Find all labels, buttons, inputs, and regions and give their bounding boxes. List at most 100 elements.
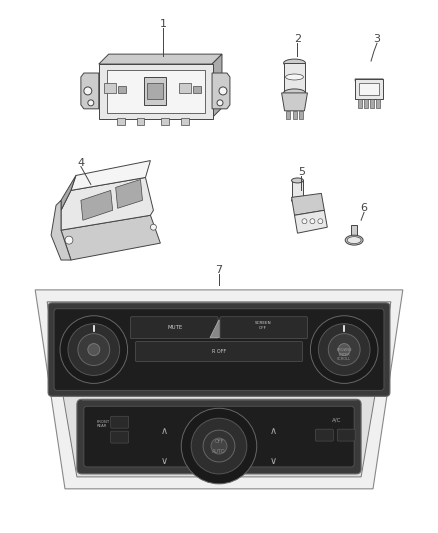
Circle shape — [211, 438, 227, 454]
FancyBboxPatch shape — [370, 99, 374, 108]
Polygon shape — [292, 193, 324, 215]
Circle shape — [60, 316, 127, 383]
Text: R OFF: R OFF — [212, 349, 226, 354]
FancyBboxPatch shape — [337, 429, 355, 441]
Polygon shape — [294, 211, 327, 233]
Circle shape — [302, 219, 307, 224]
Circle shape — [310, 219, 315, 224]
Text: OFF: OFF — [214, 439, 224, 443]
Text: ∨: ∨ — [270, 456, 277, 466]
Circle shape — [78, 334, 110, 366]
Polygon shape — [47, 302, 391, 477]
Polygon shape — [81, 73, 99, 109]
FancyBboxPatch shape — [111, 416, 129, 428]
Text: 2: 2 — [294, 34, 301, 44]
Polygon shape — [212, 73, 230, 109]
Circle shape — [191, 418, 247, 474]
FancyBboxPatch shape — [359, 83, 379, 95]
Text: 7: 7 — [215, 265, 223, 275]
FancyBboxPatch shape — [300, 111, 304, 119]
Circle shape — [181, 408, 257, 484]
FancyBboxPatch shape — [117, 118, 124, 125]
Text: AUTO: AUTO — [212, 449, 226, 454]
Circle shape — [65, 236, 73, 244]
Text: MUTE: MUTE — [168, 325, 183, 330]
FancyBboxPatch shape — [99, 64, 213, 119]
Circle shape — [88, 100, 94, 106]
FancyBboxPatch shape — [179, 83, 191, 93]
Polygon shape — [51, 200, 71, 260]
FancyBboxPatch shape — [376, 99, 380, 108]
Text: 4: 4 — [78, 158, 85, 167]
Polygon shape — [292, 181, 304, 200]
Ellipse shape — [345, 235, 363, 245]
FancyBboxPatch shape — [118, 86, 126, 93]
Text: SCREEN
OFF: SCREEN OFF — [254, 321, 271, 330]
Circle shape — [203, 430, 235, 462]
Circle shape — [150, 224, 156, 230]
Polygon shape — [81, 190, 113, 220]
FancyBboxPatch shape — [364, 99, 368, 108]
Polygon shape — [61, 175, 76, 211]
Polygon shape — [282, 93, 307, 111]
FancyBboxPatch shape — [181, 118, 189, 125]
Polygon shape — [116, 180, 142, 208]
FancyBboxPatch shape — [355, 79, 383, 99]
FancyBboxPatch shape — [137, 118, 145, 125]
FancyBboxPatch shape — [220, 317, 307, 338]
Circle shape — [328, 334, 360, 366]
Ellipse shape — [292, 198, 304, 203]
Text: ∧: ∧ — [270, 426, 277, 436]
FancyBboxPatch shape — [145, 77, 166, 105]
FancyBboxPatch shape — [315, 429, 333, 441]
Circle shape — [338, 344, 350, 356]
Ellipse shape — [347, 237, 361, 244]
FancyBboxPatch shape — [131, 317, 218, 338]
Circle shape — [88, 344, 100, 356]
FancyBboxPatch shape — [54, 309, 384, 390]
FancyBboxPatch shape — [77, 399, 361, 474]
Circle shape — [219, 87, 227, 95]
Circle shape — [311, 316, 378, 383]
FancyBboxPatch shape — [148, 83, 163, 99]
Text: 6: 6 — [360, 203, 367, 213]
Polygon shape — [61, 215, 160, 260]
FancyBboxPatch shape — [161, 118, 170, 125]
FancyBboxPatch shape — [283, 63, 305, 93]
Ellipse shape — [283, 59, 305, 67]
Polygon shape — [212, 54, 222, 118]
Circle shape — [68, 324, 120, 375]
FancyBboxPatch shape — [48, 303, 390, 397]
FancyBboxPatch shape — [358, 99, 362, 108]
FancyBboxPatch shape — [351, 225, 357, 240]
Circle shape — [318, 324, 370, 375]
Wedge shape — [355, 79, 383, 93]
FancyBboxPatch shape — [107, 70, 205, 113]
FancyBboxPatch shape — [104, 83, 116, 93]
Ellipse shape — [292, 178, 304, 183]
Text: BROWSE
ENTER
SCROLL: BROWSE ENTER SCROLL — [336, 348, 352, 361]
Circle shape — [318, 219, 323, 224]
FancyBboxPatch shape — [286, 111, 290, 119]
FancyBboxPatch shape — [111, 431, 129, 443]
Text: 1: 1 — [160, 19, 167, 29]
Text: ∧: ∧ — [161, 426, 168, 436]
Circle shape — [217, 100, 223, 106]
Polygon shape — [71, 160, 150, 190]
Polygon shape — [210, 320, 228, 337]
Text: A/C: A/C — [332, 418, 341, 423]
Text: 3: 3 — [374, 34, 381, 44]
Text: ∨: ∨ — [161, 456, 168, 466]
Polygon shape — [61, 177, 153, 230]
Ellipse shape — [286, 74, 304, 80]
FancyBboxPatch shape — [293, 111, 297, 119]
FancyBboxPatch shape — [193, 86, 201, 93]
Circle shape — [84, 87, 92, 95]
Text: 5: 5 — [298, 167, 305, 177]
FancyBboxPatch shape — [135, 342, 303, 361]
FancyBboxPatch shape — [84, 406, 354, 467]
Text: FRONT
REAR: FRONT REAR — [97, 420, 110, 429]
Polygon shape — [35, 290, 403, 489]
Ellipse shape — [283, 89, 305, 97]
Polygon shape — [99, 54, 222, 64]
